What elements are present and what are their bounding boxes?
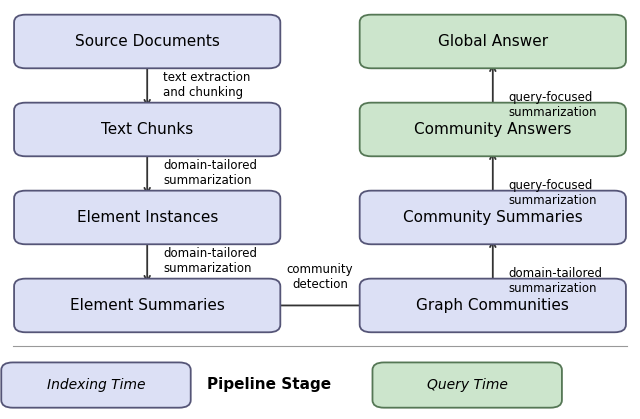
FancyBboxPatch shape xyxy=(360,15,626,68)
FancyBboxPatch shape xyxy=(14,103,280,156)
Text: Query Time: Query Time xyxy=(427,378,508,392)
FancyBboxPatch shape xyxy=(14,279,280,332)
Text: text extraction
and chunking: text extraction and chunking xyxy=(163,72,251,99)
Text: Pipeline Stage: Pipeline Stage xyxy=(207,377,331,392)
FancyBboxPatch shape xyxy=(360,279,626,332)
Text: Graph Communities: Graph Communities xyxy=(417,298,569,313)
Text: domain-tailored
summarization: domain-tailored summarization xyxy=(509,267,603,295)
Text: Element Summaries: Element Summaries xyxy=(70,298,225,313)
Text: Community Summaries: Community Summaries xyxy=(403,210,582,225)
Text: query-focused
summarization: query-focused summarization xyxy=(509,179,597,207)
Text: Text Chunks: Text Chunks xyxy=(101,122,193,137)
FancyBboxPatch shape xyxy=(14,15,280,68)
FancyBboxPatch shape xyxy=(360,103,626,156)
Text: community
detection: community detection xyxy=(287,263,353,291)
Text: Community Answers: Community Answers xyxy=(414,122,572,137)
Text: Indexing Time: Indexing Time xyxy=(47,378,145,392)
Text: query-focused
summarization: query-focused summarization xyxy=(509,91,597,119)
FancyBboxPatch shape xyxy=(372,362,562,408)
Text: Source Documents: Source Documents xyxy=(75,34,220,49)
FancyBboxPatch shape xyxy=(360,191,626,244)
FancyBboxPatch shape xyxy=(1,362,191,408)
Text: domain-tailored
summarization: domain-tailored summarization xyxy=(163,160,257,187)
Text: Element Instances: Element Instances xyxy=(77,210,218,225)
FancyBboxPatch shape xyxy=(14,191,280,244)
Text: domain-tailored
summarization: domain-tailored summarization xyxy=(163,248,257,275)
Text: Global Answer: Global Answer xyxy=(438,34,548,49)
